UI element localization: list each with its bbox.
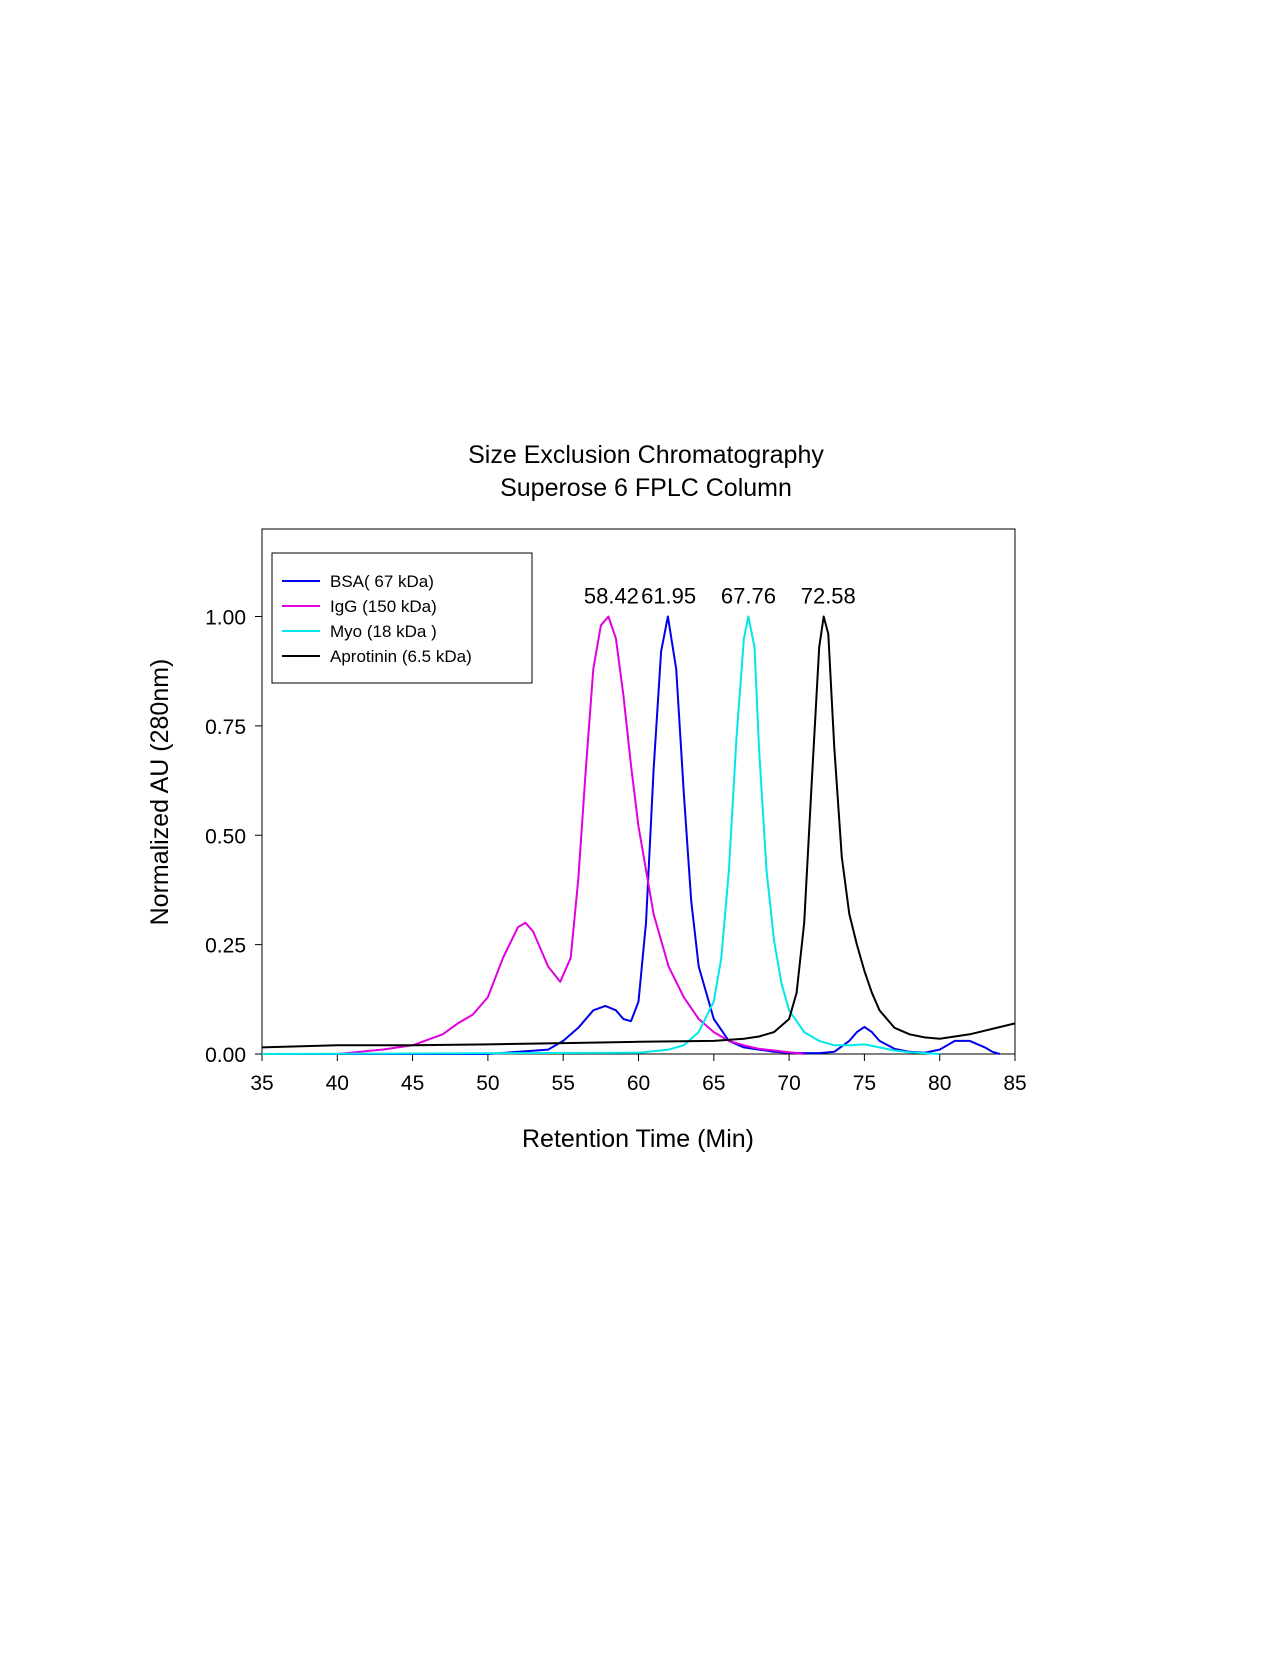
series-lines — [261, 615, 1016, 1055]
x-tick-label: 40 — [326, 1072, 349, 1095]
x-tick-label: 80 — [928, 1072, 951, 1095]
x-axis: 35 40 45 50 55 60 65 70 75 80 85 — [250, 1054, 1027, 1095]
x-tick-label: 60 — [627, 1072, 650, 1095]
x-tick-label: 85 — [1003, 1072, 1026, 1095]
y-axis-label: Normalized AU (280nm) — [146, 659, 174, 926]
y-tick-label: 0.50 — [205, 825, 246, 848]
legend-item-label: IgG (150 kDa) — [330, 597, 437, 616]
y-tick-label: 0.00 — [205, 1044, 246, 1067]
peak-label: 72.58 — [801, 583, 856, 608]
y-tick-label: 0.75 — [205, 716, 246, 739]
x-axis-label: Retention Time (Min) — [522, 1125, 754, 1153]
peak-annotations: 58.42 61.95 67.76 72.58 — [584, 583, 856, 608]
legend-item-label: Myo (18 kDa ) — [330, 622, 437, 641]
x-tick-label: 70 — [777, 1072, 800, 1095]
chart-title: Size Exclusion Chromatography — [468, 441, 824, 469]
peak-label: 67.76 — [721, 583, 776, 608]
x-tick-label: 65 — [702, 1072, 725, 1095]
chart-subtitle: Superose 6 FPLC Column — [500, 474, 792, 502]
y-tick-label: 0.25 — [205, 935, 246, 958]
series-line-2 — [337, 615, 805, 1055]
peak-label: 58.42 — [584, 583, 639, 608]
legend: BSA( 67 kDa) IgG (150 kDa) Myo (18 kDa ) Ap… — [271, 552, 533, 684]
series-line-4 — [261, 615, 1016, 1049]
series-line-3 — [261, 615, 940, 1055]
y-axis: 0.00 0.25 0.50 0.75 1.00 — [205, 607, 262, 1067]
x-tick-label: 55 — [552, 1072, 575, 1095]
legend-item-label: BSA( 67 kDa) — [330, 572, 434, 591]
legend-item-label: Aprotinin (6.5 kDa) — [330, 647, 472, 666]
peak-label: 61.95 — [641, 583, 696, 608]
x-tick-label: 75 — [853, 1072, 876, 1095]
y-tick-label: 1.00 — [205, 607, 246, 630]
x-tick-label: 35 — [250, 1072, 273, 1095]
x-tick-label: 50 — [476, 1072, 499, 1095]
x-tick-label: 45 — [401, 1072, 424, 1095]
legend-box — [271, 552, 533, 684]
